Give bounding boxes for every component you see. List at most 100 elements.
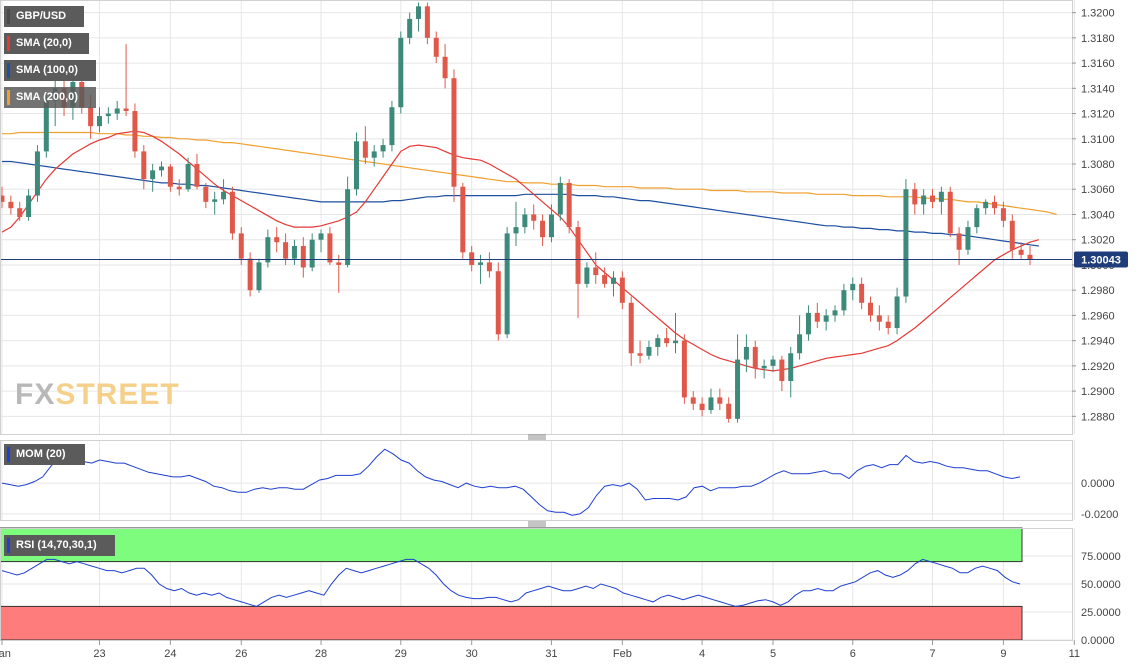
candle-body — [805, 312, 811, 335]
panel-frame — [0, 0, 1073, 435]
candle-body — [726, 403, 732, 419]
candle-body — [1018, 249, 1024, 255]
candle-body — [628, 302, 634, 354]
candle-body — [265, 237, 271, 263]
candle-body — [327, 233, 333, 263]
candle-body — [300, 246, 306, 268]
legend-rsi[interactable]: RSI (14,70,30,1) — [4, 535, 115, 556]
candle-body — [557, 182, 563, 215]
x-tick-label: 11 — [1069, 648, 1080, 660]
mom-tick-label: -0.0200 — [1081, 509, 1118, 521]
candle-body — [513, 227, 519, 234]
candle-body — [992, 201, 998, 209]
price-tick-label: 1.2920 — [1081, 361, 1115, 373]
candle-body — [867, 302, 873, 316]
legend-sma200[interactable]: SMA (200,0) — [4, 87, 96, 108]
candle-body — [212, 199, 218, 202]
sma-100-path — [2, 160, 1039, 247]
sma-20-path — [1, 130, 1040, 372]
price-tick-label: 1.3080 — [1081, 159, 1115, 171]
candle-body — [17, 208, 23, 217]
candle-body — [584, 267, 590, 284]
legend-sma200-label: SMA (200,0) — [16, 91, 78, 103]
axis-ticks: Jan23242628293031Feb456791112131416181.2… — [0, 8, 1128, 660]
x-tick-label: Jan — [0, 648, 11, 660]
candle-body — [442, 56, 448, 79]
candle-body — [673, 340, 679, 344]
candle-body — [194, 164, 200, 187]
candle-body — [469, 252, 475, 265]
candle-body — [274, 237, 280, 243]
legend-sma100-label: SMA (100,0) — [16, 64, 78, 76]
x-tick-label: 28 — [315, 648, 327, 660]
price-tick-label: 1.3020 — [1081, 235, 1115, 247]
candle-body — [690, 397, 696, 404]
fxstreet-logo: FXSTREET — [15, 378, 180, 412]
candle-body — [708, 397, 714, 411]
last-price-badge — [1074, 251, 1128, 268]
candle-body — [956, 233, 962, 250]
candle-body — [850, 283, 856, 291]
candle-body — [424, 6, 430, 38]
legend-sma100[interactable]: SMA (100,0) — [4, 60, 96, 81]
candle-body — [318, 233, 324, 240]
candle-body — [903, 189, 909, 297]
candle-body — [123, 108, 129, 112]
candlesticks — [0, 2, 1072, 423]
logo-street: STREET — [55, 378, 180, 411]
legend-rsi-label: RSI (14,70,30,1) — [16, 539, 97, 551]
x-tick-label: 26 — [235, 648, 247, 660]
candle-body — [185, 164, 191, 190]
candle-body — [930, 195, 936, 202]
candle-body — [478, 262, 484, 265]
x-tick-label: Feb — [613, 648, 632, 660]
price-tick-label: 1.3040 — [1081, 209, 1115, 221]
candle-body — [548, 214, 554, 238]
price-tick-label: 1.3180 — [1081, 33, 1115, 45]
candle-body — [114, 108, 120, 114]
candle-body — [291, 246, 297, 259]
sma-200-line — [2, 131, 1057, 216]
candle-body — [646, 346, 652, 356]
candle-body — [894, 296, 900, 329]
legend-sma20[interactable]: SMA (20,0) — [4, 33, 89, 54]
candle-body — [876, 315, 882, 322]
candle-body — [221, 191, 227, 200]
price-tick-label: 1.2980 — [1081, 285, 1115, 297]
x-tick-label: 29 — [395, 648, 407, 660]
candle-body — [717, 397, 723, 404]
candle-body — [814, 312, 820, 322]
momentum-line — [1, 448, 1021, 516]
candle-body — [681, 340, 687, 398]
legend-sma20-swatch — [7, 36, 10, 51]
candle-body — [797, 334, 803, 354]
candle-body — [779, 359, 785, 382]
candle-body — [575, 227, 581, 284]
candle-body — [451, 78, 457, 187]
x-tick-label: 31 — [545, 648, 557, 660]
rsi-band — [0, 527, 1023, 563]
legend-mom[interactable]: MOM (20) — [4, 444, 85, 465]
logo-fx: FX — [15, 378, 56, 411]
candle-body — [43, 100, 49, 152]
legend-pair[interactable]: GBP/USD — [4, 6, 84, 27]
candle-body — [602, 275, 608, 284]
candle-body — [637, 353, 643, 356]
rsi-tick-label: 75.0000 — [1081, 551, 1121, 563]
x-tick-label: 9 — [1000, 648, 1006, 660]
candle-body — [159, 166, 165, 171]
candle-body — [912, 189, 918, 205]
candle-body — [531, 214, 537, 221]
candle-body — [362, 141, 368, 158]
price-tick-label: 1.3100 — [1081, 134, 1115, 146]
candle-body — [655, 338, 661, 347]
candle-body — [1000, 208, 1006, 221]
candle-body — [26, 195, 32, 217]
candle-body — [832, 310, 838, 316]
candle-body — [619, 277, 625, 303]
candle-body — [132, 111, 138, 152]
mom-tick-label: 0.0000 — [1081, 478, 1115, 490]
candle-body — [788, 353, 794, 382]
sma-100-line — [2, 160, 1039, 247]
